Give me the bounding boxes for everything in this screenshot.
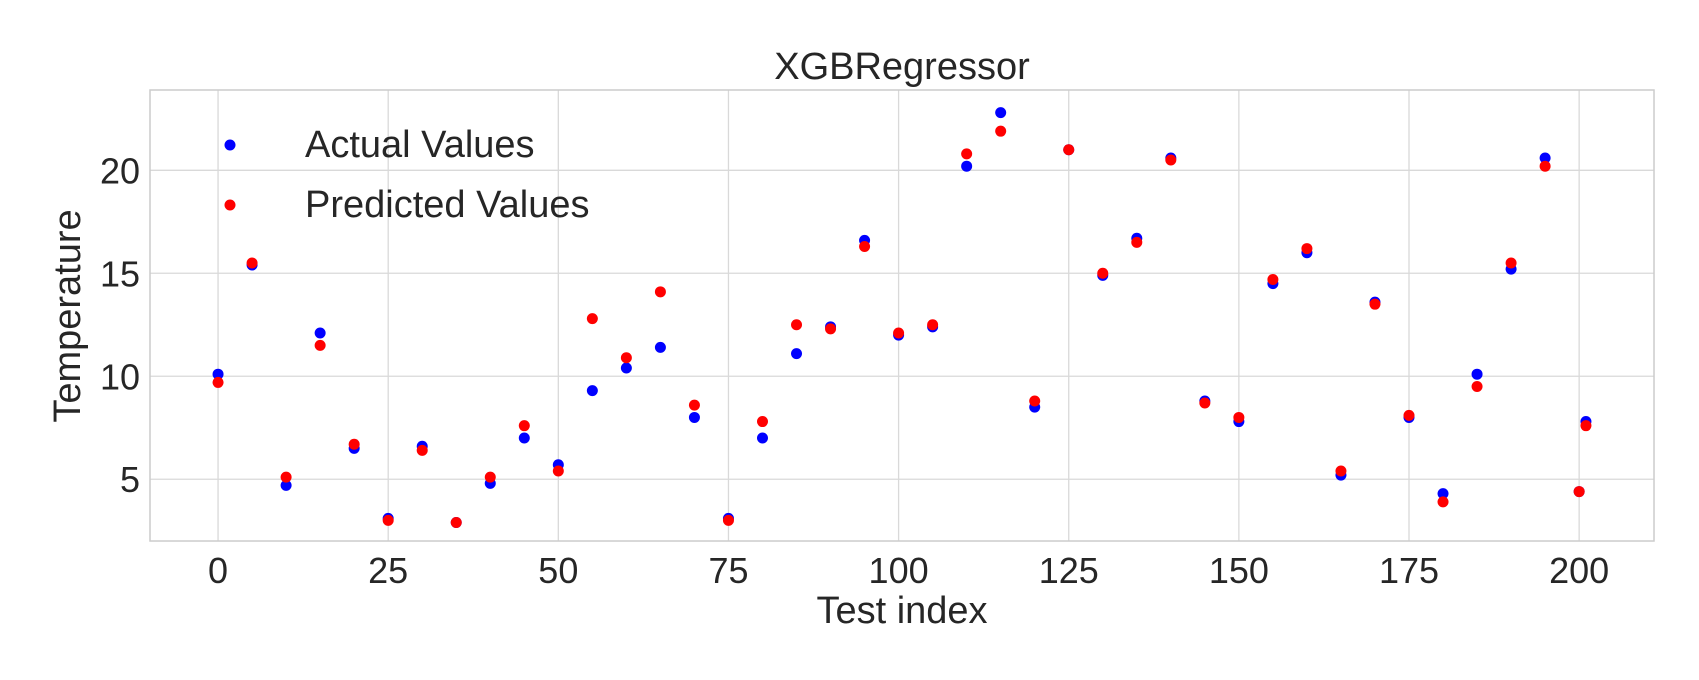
data-point-predicted (893, 327, 905, 339)
legend-marker-actual (224, 139, 236, 151)
x-tick-label: 200 (1549, 550, 1609, 591)
data-point-predicted (1301, 243, 1313, 255)
data-point-predicted (688, 399, 700, 411)
x-axis-label: Test index (816, 590, 987, 632)
legend-label-actual: Actual Values (305, 124, 535, 166)
data-point-predicted (518, 420, 530, 432)
data-point-predicted (1539, 160, 1551, 172)
y-tick-label: 5 (120, 459, 140, 500)
data-point-predicted (620, 352, 632, 364)
data-point-predicted (1131, 236, 1143, 248)
data-point-actual (586, 385, 598, 397)
data-point-predicted (859, 241, 871, 253)
data-point-predicted (212, 376, 224, 388)
y-tick-label: 10 (100, 356, 140, 397)
data-point-actual (791, 348, 803, 360)
data-point-predicted (484, 471, 496, 483)
data-points (212, 107, 1592, 528)
data-point-predicted (314, 339, 326, 351)
data-point-predicted (1097, 267, 1109, 279)
data-point-predicted (450, 516, 462, 528)
data-point-predicted (552, 465, 564, 477)
data-point-predicted (1573, 486, 1585, 498)
data-point-actual (212, 368, 224, 380)
data-point-predicted (246, 257, 258, 269)
data-point-actual (1437, 488, 1449, 500)
x-tick-label: 50 (538, 550, 578, 591)
data-point-predicted (1029, 395, 1041, 407)
data-point-predicted (1165, 154, 1177, 166)
data-point-predicted (586, 313, 598, 325)
y-tick-label: 20 (100, 150, 140, 191)
legend-label-predicted: Predicted Values (305, 184, 589, 226)
data-point-predicted (1471, 381, 1483, 393)
data-point-predicted (927, 319, 939, 331)
data-point-actual (654, 341, 666, 353)
data-point-actual (1471, 368, 1483, 380)
data-point-predicted (961, 148, 973, 160)
data-point-predicted (1580, 420, 1592, 432)
data-point-predicted (1369, 298, 1381, 310)
data-point-actual (1539, 152, 1551, 164)
data-point-actual (688, 411, 700, 423)
chart-title: XGBRegressor (774, 46, 1030, 88)
data-point-actual (518, 432, 530, 444)
tick-labels: 0 25 50 75 100 125 150 175 200 5 10 15 20 (100, 150, 1609, 591)
data-point-predicted (995, 125, 1007, 137)
y-tick-label: 15 (100, 253, 140, 294)
data-point-predicted (280, 471, 292, 483)
data-point-predicted (1505, 257, 1517, 269)
data-point-predicted (1063, 144, 1075, 156)
data-point-predicted (791, 319, 803, 331)
data-point-predicted (1233, 411, 1245, 423)
plot-frame (149, 89, 1655, 542)
x-tick-label: 25 (368, 550, 408, 591)
data-point-actual (280, 479, 292, 491)
x-tick-label: 75 (708, 550, 748, 591)
data-point-predicted (348, 438, 360, 450)
grid (150, 90, 1654, 541)
x-tick-label: 100 (869, 550, 929, 591)
data-point-predicted (382, 514, 394, 526)
y-axis-label: Temperature (47, 209, 89, 422)
legend: Actual Values Predicted Values (224, 124, 589, 226)
data-point-predicted (722, 514, 734, 526)
data-point-predicted (1267, 273, 1279, 285)
data-point-actual (995, 107, 1007, 119)
data-point-predicted (416, 444, 428, 456)
data-point-predicted (1437, 496, 1449, 508)
x-tick-label: 0 (208, 550, 228, 591)
data-point-actual (961, 160, 973, 172)
data-point-actual (756, 432, 768, 444)
data-point-actual (314, 327, 326, 339)
data-point-predicted (756, 416, 768, 428)
x-tick-label: 150 (1209, 550, 1269, 591)
x-tick-label: 125 (1039, 550, 1099, 591)
data-point-predicted (1335, 465, 1347, 477)
data-point-predicted (654, 286, 666, 298)
data-point-actual (620, 362, 632, 374)
x-tick-label: 175 (1379, 550, 1439, 591)
data-point-predicted (1403, 409, 1415, 421)
legend-marker-predicted (224, 199, 236, 211)
data-point-predicted (825, 323, 837, 335)
data-point-predicted (1199, 397, 1211, 409)
